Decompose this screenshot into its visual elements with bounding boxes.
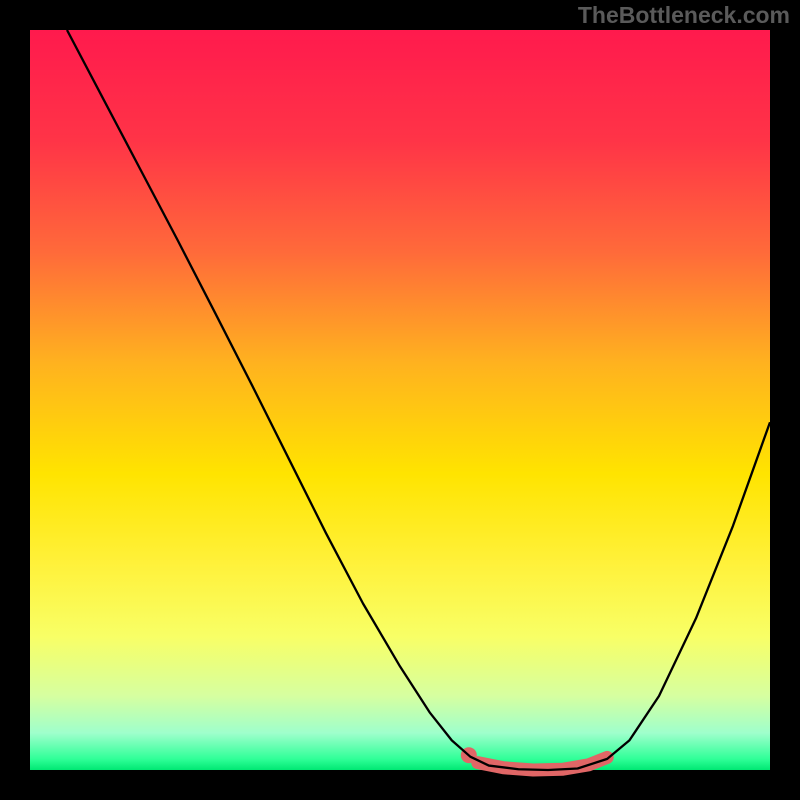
- chart-frame: TheBottleneck.com: [0, 0, 800, 800]
- gradient-background: [30, 30, 770, 770]
- watermark-text: TheBottleneck.com: [578, 2, 790, 29]
- bottleneck-chart: [0, 0, 800, 800]
